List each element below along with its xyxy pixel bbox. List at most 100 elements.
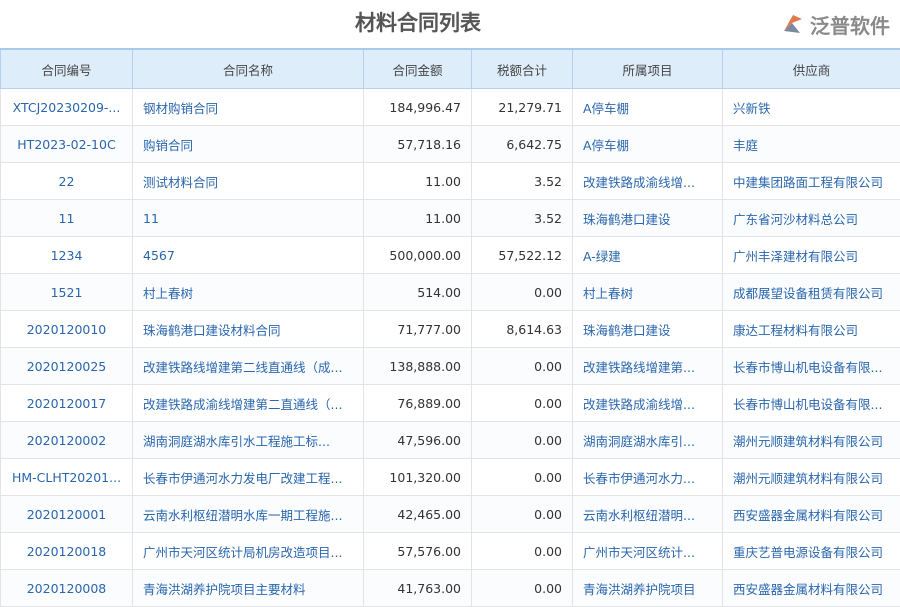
cell-contract-no[interactable]: HM-CLHT20201... (1, 459, 133, 496)
cell-project[interactable]: 改建铁路成渝线增... (573, 163, 723, 200)
cell-supplier[interactable]: 成都展望设备租赁有限公司 (723, 274, 900, 311)
table-row[interactable]: HM-CLHT20201...长春市伊通河水力发电厂改建工程...101,320… (1, 459, 900, 496)
cell-project[interactable]: A停车棚 (573, 126, 723, 163)
cell-supplier[interactable]: 重庆艺普电源设备有限公司 (723, 533, 900, 570)
cell-tax: 0.00 (472, 570, 573, 607)
cell-supplier[interactable]: 长春市博山机电设备有限... (723, 385, 900, 422)
cell-amount: 76,889.00 (364, 385, 472, 422)
cell-contract-name[interactable]: 湖南洞庭湖水库引水工程施工标... (133, 422, 364, 459)
cell-contract-name[interactable]: 长春市伊通河水力发电厂改建工程... (133, 459, 364, 496)
cell-supplier[interactable]: 兴新铁 (723, 89, 900, 126)
cell-contract-no[interactable]: 1234 (1, 237, 133, 274)
cell-amount: 11.00 (364, 163, 472, 200)
cell-project[interactable]: 青海洪湖养护院项目 (573, 570, 723, 607)
cell-supplier[interactable]: 丰庭 (723, 126, 900, 163)
cell-tax: 3.52 (472, 200, 573, 237)
cell-tax: 0.00 (472, 422, 573, 459)
cell-amount: 138,888.00 (364, 348, 472, 385)
cell-amount: 57,718.16 (364, 126, 472, 163)
cell-supplier[interactable]: 西安盛器金属材料有限公司 (723, 496, 900, 533)
cell-supplier[interactable]: 长春市博山机电设备有限... (723, 348, 900, 385)
cell-supplier[interactable]: 广州丰泽建材有限公司 (723, 237, 900, 274)
cell-contract-no[interactable]: 2020120010 (1, 311, 133, 348)
cell-supplier[interactable]: 康达工程材料有限公司 (723, 311, 900, 348)
cell-supplier[interactable]: 西安盛器金属材料有限公司 (723, 570, 900, 607)
page-title: 材料合同列表 (0, 0, 836, 48)
cell-project[interactable]: 改建铁路成渝线增... (573, 385, 723, 422)
cell-project[interactable]: 长春市伊通河水力... (573, 459, 723, 496)
cell-contract-name[interactable]: 11 (133, 200, 364, 237)
cell-supplier[interactable]: 广东省河沙材料总公司 (723, 200, 900, 237)
cell-contract-no[interactable]: 2020120025 (1, 348, 133, 385)
cell-contract-no[interactable]: 11 (1, 200, 133, 237)
header-supplier[interactable]: 供应商 (723, 49, 900, 89)
cell-tax: 0.00 (472, 385, 573, 422)
header-tax[interactable]: 税额合计 (472, 49, 573, 89)
cell-contract-name[interactable]: 测试材料合同 (133, 163, 364, 200)
cell-tax: 21,279.71 (472, 89, 573, 126)
cell-project[interactable]: 珠海鹤港口建设 (573, 311, 723, 348)
cell-tax: 57,522.12 (472, 237, 573, 274)
cell-amount: 184,996.47 (364, 89, 472, 126)
cell-contract-name[interactable]: 改建铁路线增建第二线直通线（成... (133, 348, 364, 385)
header-contract-name[interactable]: 合同名称 (133, 49, 364, 89)
cell-contract-name[interactable]: 青海洪湖养护院项目主要材料 (133, 570, 364, 607)
cell-supplier[interactable]: 潮州元顺建筑材料有限公司 (723, 422, 900, 459)
cell-amount: 57,576.00 (364, 533, 472, 570)
cell-contract-no[interactable]: 2020120018 (1, 533, 133, 570)
cell-contract-no[interactable]: 2020120001 (1, 496, 133, 533)
cell-contract-no[interactable]: 22 (1, 163, 133, 200)
cell-supplier[interactable]: 潮州元顺建筑材料有限公司 (723, 459, 900, 496)
cell-contract-name[interactable]: 钢材购销合同 (133, 89, 364, 126)
cell-amount: 11.00 (364, 200, 472, 237)
cell-project[interactable]: 广州市天河区统计... (573, 533, 723, 570)
cell-contract-name[interactable]: 改建铁路成渝线增建第二直通线（... (133, 385, 364, 422)
cell-project[interactable]: A-绿建 (573, 237, 723, 274)
cell-amount: 101,320.00 (364, 459, 472, 496)
cell-project[interactable]: 珠海鹤港口建设 (573, 200, 723, 237)
cell-contract-no[interactable]: XTCJ20230209-... (1, 89, 133, 126)
cell-contract-name[interactable]: 4567 (133, 237, 364, 274)
cell-tax: 0.00 (472, 459, 573, 496)
cell-amount: 41,763.00 (364, 570, 472, 607)
cell-contract-name[interactable]: 云南水利枢纽潜明水库一期工程施... (133, 496, 364, 533)
cell-contract-name[interactable]: 村上春树 (133, 274, 364, 311)
header-amount[interactable]: 合同金额 (364, 49, 472, 89)
cell-project[interactable]: 湖南洞庭湖水库引... (573, 422, 723, 459)
cell-tax: 6,642.75 (472, 126, 573, 163)
cell-contract-name[interactable]: 广州市天河区统计局机房改造项目... (133, 533, 364, 570)
cell-contract-no[interactable]: 2020120002 (1, 422, 133, 459)
watermark-text: 泛普软件 (810, 10, 890, 39)
cell-amount: 42,465.00 (364, 496, 472, 533)
cell-project[interactable]: A停车棚 (573, 89, 723, 126)
cell-project[interactable]: 村上春树 (573, 274, 723, 311)
cell-contract-no[interactable]: 1521 (1, 274, 133, 311)
header-project[interactable]: 所属项目 (573, 49, 723, 89)
cell-project[interactable]: 云南水利枢纽潜明... (573, 496, 723, 533)
cell-contract-no[interactable]: 2020120008 (1, 570, 133, 607)
cell-contract-name[interactable]: 珠海鹤港口建设材料合同 (133, 311, 364, 348)
cell-tax: 0.00 (472, 533, 573, 570)
cell-amount: 500,000.00 (364, 237, 472, 274)
cell-tax: 3.52 (472, 163, 573, 200)
cell-contract-name[interactable]: 购销合同 (133, 126, 364, 163)
watermark-logo: 泛普软件 (780, 10, 890, 38)
cell-contract-no[interactable]: 2020120017 (1, 385, 133, 422)
header-contract-no[interactable]: 合同编号 (1, 49, 133, 89)
cell-project[interactable]: 改建铁路线增建第... (573, 348, 723, 385)
cell-contract-no[interactable]: HT2023-02-10C (1, 126, 133, 163)
cell-supplier[interactable]: 中建集团路面工程有限公司 (723, 163, 900, 200)
